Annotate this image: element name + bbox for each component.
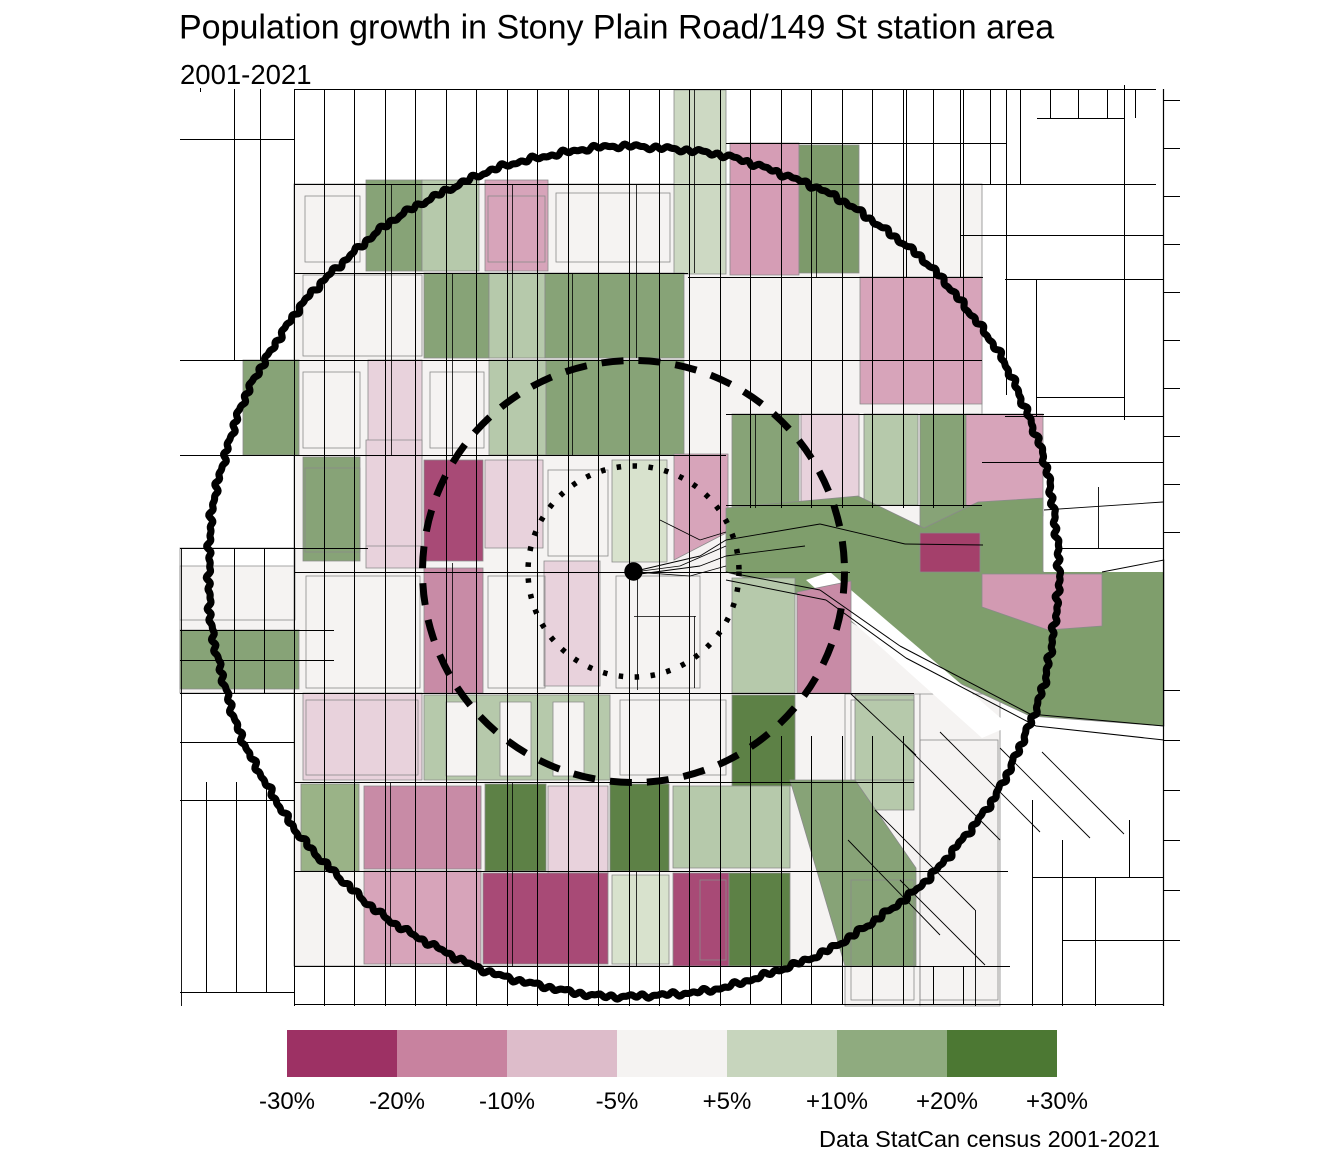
svg-text:+5%: +5% [703, 1088, 752, 1115]
svg-text:+30%: +30% [1026, 1088, 1088, 1115]
svg-text:2001-2021: 2001-2021 [180, 59, 312, 90]
svg-text:-20%: -20% [369, 1088, 425, 1115]
svg-text:-10%: -10% [479, 1088, 535, 1115]
svg-text:Data StatCan census 2001-2021: Data StatCan census 2001-2021 [819, 1126, 1160, 1152]
svg-text:+10%: +10% [806, 1088, 868, 1115]
svg-text:-30%: -30% [259, 1088, 315, 1115]
svg-text:+20%: +20% [916, 1088, 978, 1115]
svg-text:-5%: -5% [596, 1088, 639, 1115]
svg-text:Population growth in Stony Pla: Population growth in Stony Plain Road/14… [179, 9, 1054, 47]
